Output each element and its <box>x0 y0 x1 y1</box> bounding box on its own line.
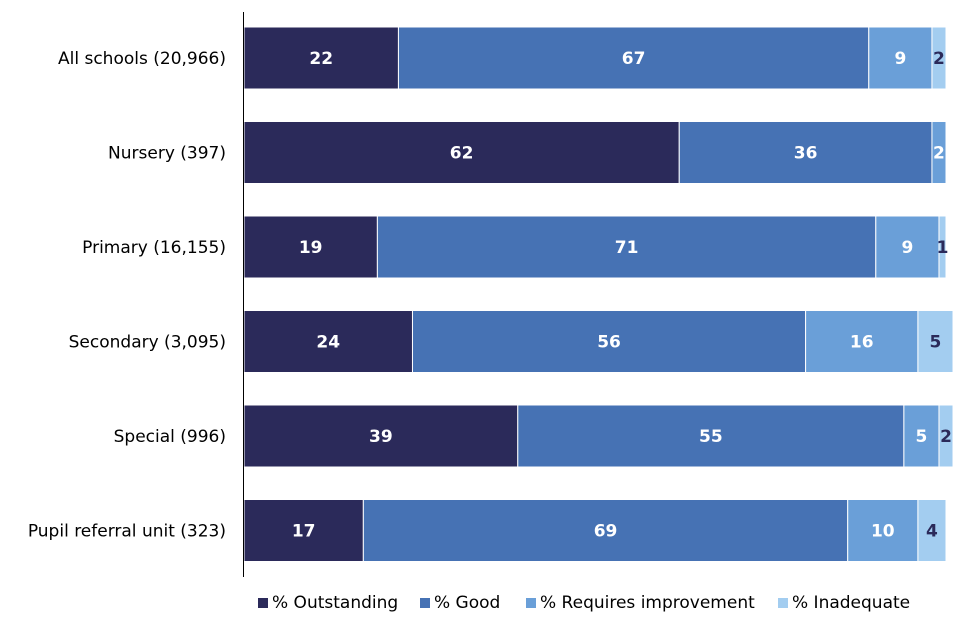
data-label: 36 <box>794 144 818 164</box>
data-label: 9 <box>901 238 913 258</box>
category-label: Primary (16,155) <box>82 238 226 258</box>
data-label: 16 <box>850 333 874 353</box>
bar-segment <box>243 499 364 562</box>
legend-label: % Outstanding <box>272 593 398 613</box>
data-label: 19 <box>299 238 323 258</box>
bar-segment <box>376 215 877 279</box>
data-label: 1 <box>937 238 949 258</box>
data-label: 2 <box>933 49 945 69</box>
data-label: 2 <box>940 427 952 447</box>
bar-segment <box>243 26 399 90</box>
legend-label: % Inadequate <box>792 593 910 613</box>
data-label: 69 <box>594 522 618 542</box>
bars-group: 22 67 9 262 36 219 71 9 124 56 16 539 55 5 217 69 10 4 <box>243 26 954 562</box>
bar-segment <box>847 499 919 562</box>
data-label: 5 <box>930 333 942 353</box>
data-label: 55 <box>699 427 723 447</box>
bar-segment <box>397 26 870 90</box>
legend-swatch <box>258 598 268 608</box>
bar-segment <box>243 215 378 279</box>
data-label: 5 <box>916 427 928 447</box>
data-label: 2 <box>933 144 945 164</box>
bar-segment <box>678 121 933 184</box>
data-label: 71 <box>615 238 639 258</box>
category-label: Special (996) <box>114 427 226 447</box>
category-label: All schools (20,966) <box>58 49 226 69</box>
data-label: 67 <box>622 49 646 69</box>
bar-segment <box>411 310 807 373</box>
category-label: Nursery (397) <box>108 144 226 164</box>
bar-segment <box>917 310 954 373</box>
data-label: 4 <box>926 522 938 542</box>
legend-label: % Good <box>434 593 500 613</box>
data-label: 24 <box>316 333 340 353</box>
category-label: Pupil referral unit (323) <box>28 522 226 542</box>
bar-segment <box>917 499 947 562</box>
data-label: 22 <box>309 49 333 69</box>
bar-segment <box>868 26 933 90</box>
legend-label: % Requires improvement <box>540 593 755 613</box>
legend-swatch <box>420 598 430 608</box>
data-label: 10 <box>871 522 895 542</box>
data-label: 56 <box>597 333 621 353</box>
data-label: 62 <box>450 144 474 164</box>
bar-segment <box>243 121 680 184</box>
category-labels: All schools (20,966) Nursery (397) Primary… <box>28 49 226 542</box>
bar-segment <box>931 26 947 90</box>
data-label: 39 <box>369 427 393 447</box>
bar-segment <box>931 121 947 184</box>
data-label: 17 <box>292 522 316 542</box>
bar-segment <box>517 404 905 468</box>
bar-segment <box>875 215 940 279</box>
bar-segment <box>938 215 947 279</box>
bar-segment <box>243 310 413 373</box>
legend-swatch <box>526 598 536 608</box>
category-label: Secondary (3,095) <box>69 333 226 353</box>
bar-segment <box>938 404 954 468</box>
bar-segment <box>805 310 919 373</box>
bar-segment <box>243 404 519 468</box>
legend: % Outstanding % Good % Requires improvemen… <box>258 593 910 613</box>
legend-swatch <box>778 598 788 608</box>
data-label: 9 <box>894 49 906 69</box>
bar-segment <box>903 404 940 468</box>
